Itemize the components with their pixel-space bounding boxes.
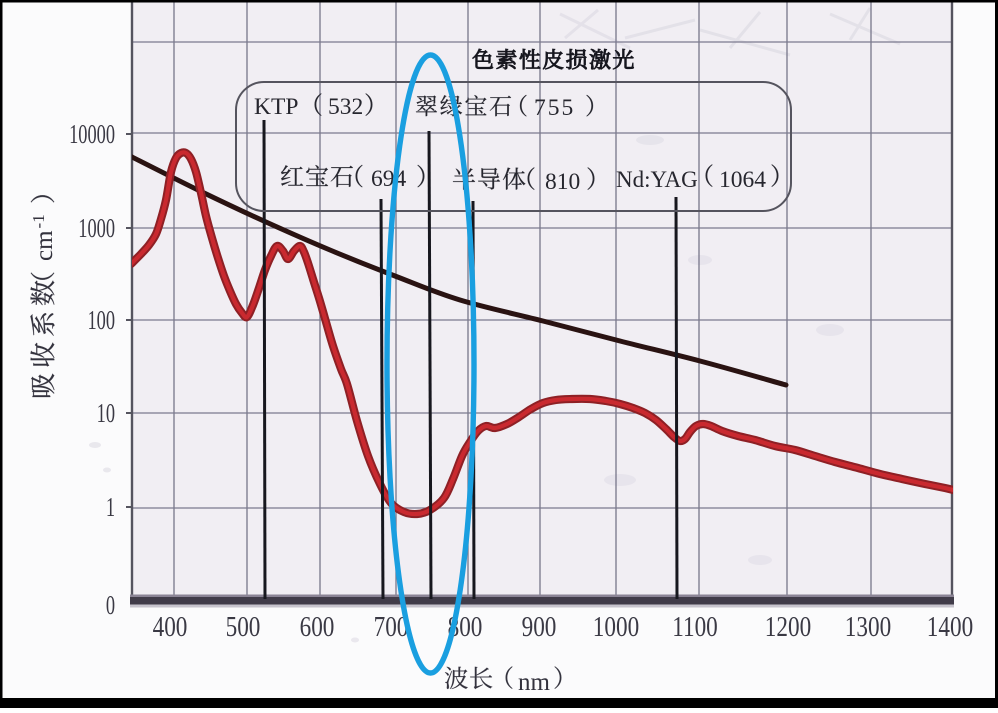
svg-text:100: 100: [87, 304, 115, 334]
svg-text:400: 400: [153, 611, 188, 643]
svg-text:10: 10: [97, 397, 115, 427]
svg-text:1200: 1200: [765, 611, 811, 643]
svg-text:1000: 1000: [78, 212, 115, 242]
svg-text:1000: 1000: [593, 611, 639, 643]
svg-text:KTP: KTP: [254, 94, 298, 120]
svg-text:810: 810: [545, 169, 580, 195]
svg-text:532: 532: [328, 94, 363, 120]
svg-text:600: 600: [300, 611, 335, 643]
svg-text:694: 694: [371, 166, 407, 192]
svg-text:900: 900: [522, 611, 557, 643]
svg-text:10000: 10000: [69, 118, 115, 148]
svg-text:Nd:YAG: Nd:YAG: [616, 167, 698, 192]
svg-text:500: 500: [226, 611, 261, 643]
svg-text:1064: 1064: [719, 167, 766, 193]
svg-text:1: 1: [106, 491, 115, 521]
svg-text:nm: nm: [518, 669, 551, 696]
svg-text:1400: 1400: [927, 611, 973, 643]
svg-text:755: 755: [534, 95, 575, 121]
svg-text:1300: 1300: [845, 611, 891, 643]
svg-text:0: 0: [106, 589, 115, 619]
svg-text:1100: 1100: [672, 611, 718, 643]
